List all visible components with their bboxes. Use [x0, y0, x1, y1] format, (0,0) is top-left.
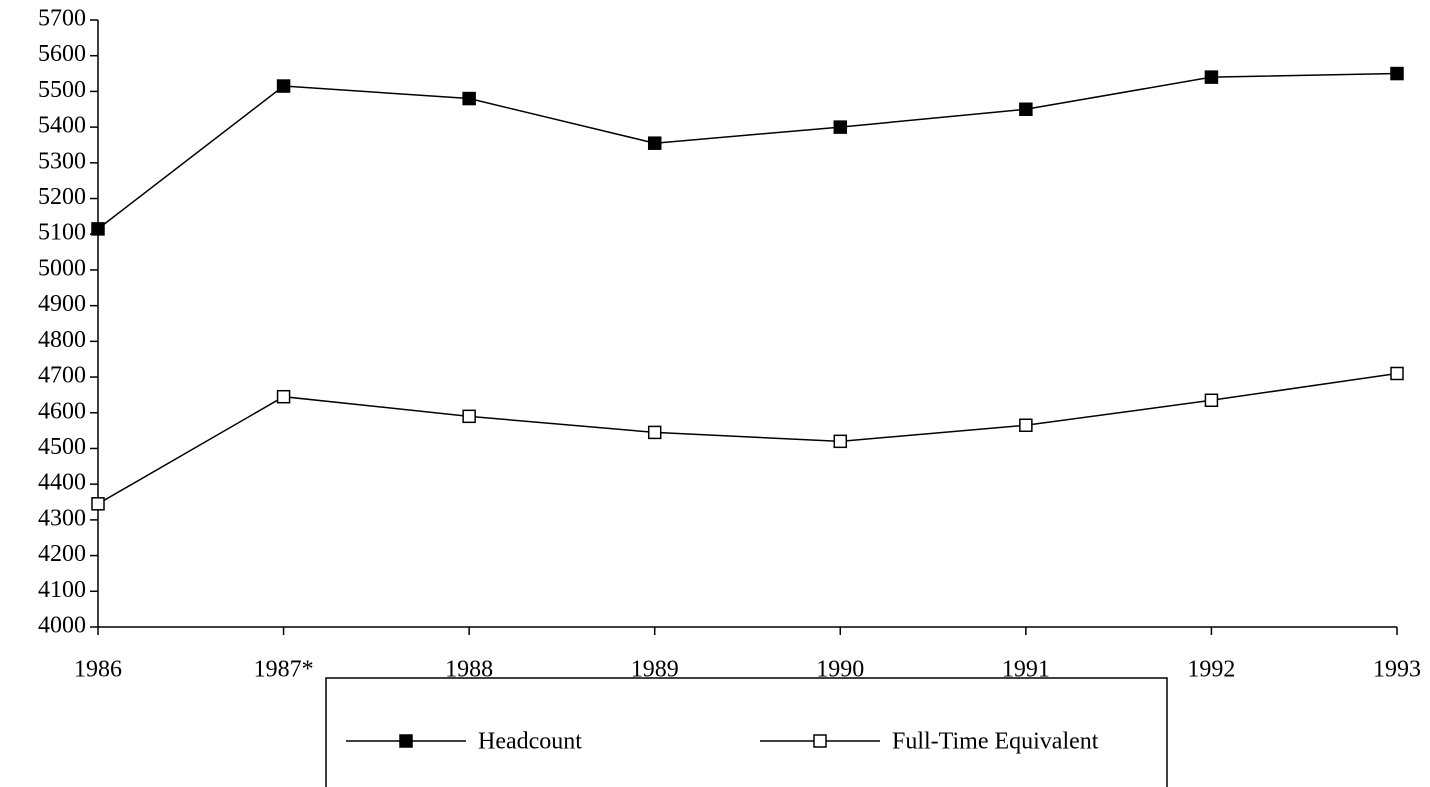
y-tick-label: 4300: [38, 505, 86, 531]
marker: [647, 425, 662, 440]
x-tick-label: 1993: [1373, 657, 1421, 683]
marker: [276, 79, 291, 93]
y-tick-label: 5000: [38, 255, 86, 281]
y-tick-label: 4500: [38, 434, 86, 460]
x-tick-label: 1989: [631, 657, 679, 683]
y-tick-label: 5200: [38, 184, 86, 210]
y-tick-label: 4000: [38, 613, 86, 639]
y-tick-label: 5100: [38, 220, 86, 246]
y-tick-label: 4800: [38, 327, 86, 353]
marker: [833, 434, 848, 449]
series-line: [97, 72, 1398, 230]
y-tick-label: 4400: [38, 470, 86, 496]
x-tick-label: 1987*: [254, 657, 314, 683]
marker: [833, 120, 848, 134]
y-tick-label: 4900: [38, 291, 86, 317]
y-tick-label: 4100: [38, 577, 86, 603]
y-tick-label: 5300: [38, 148, 86, 174]
y-tick-label: 4200: [38, 541, 86, 567]
marker: [1019, 418, 1033, 433]
marker: [91, 497, 105, 511]
y-tick-label: 4600: [38, 398, 86, 424]
marker: [1390, 366, 1404, 381]
legend-label: Full-Time Equivalent: [892, 729, 1099, 755]
series-line: [97, 372, 1398, 505]
x-tick-label: 1988: [445, 657, 493, 683]
y-tick-label: 5600: [38, 41, 86, 67]
marker: [91, 222, 105, 236]
marker: [1390, 66, 1404, 81]
marker: [1204, 393, 1219, 408]
y-tick-label: 4700: [38, 363, 86, 389]
marker: [1019, 102, 1033, 117]
legend-box: [325, 677, 1168, 787]
marker: [276, 389, 291, 404]
legend-marker: [813, 734, 827, 748]
y-tick-label: 5400: [38, 113, 86, 139]
legend-marker: [399, 734, 413, 748]
x-tick-label: 1986: [74, 657, 122, 683]
marker: [1204, 70, 1219, 84]
marker: [647, 136, 662, 150]
x-tick-label: 1991: [1002, 657, 1050, 683]
marker: [462, 91, 476, 106]
y-tick-label: 5700: [38, 6, 86, 32]
legend-label: Headcount: [478, 729, 582, 755]
marker: [462, 409, 476, 424]
x-tick-label: 1990: [816, 657, 864, 683]
y-tick-label: 5500: [38, 77, 86, 103]
x-tick-label: 1992: [1187, 657, 1235, 683]
